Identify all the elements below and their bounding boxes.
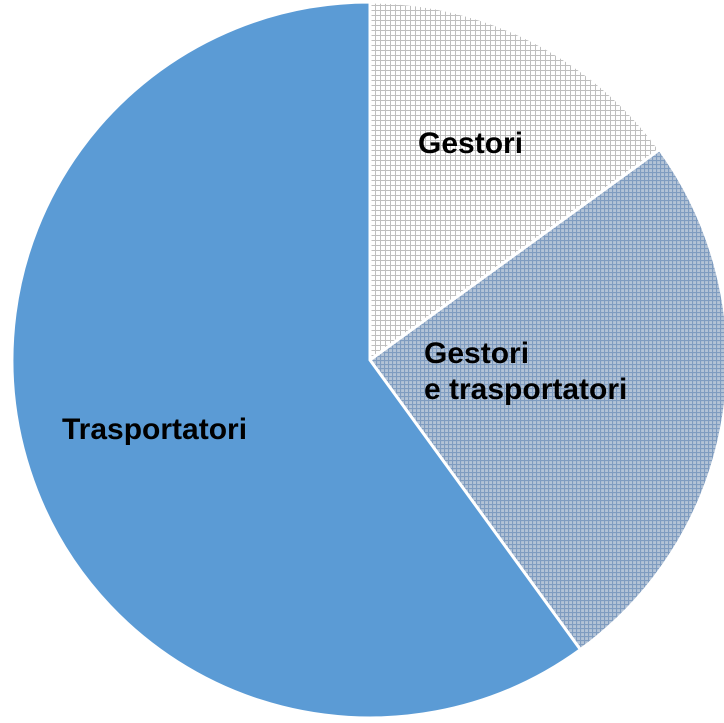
slice-label: Gestori [418, 127, 524, 160]
pie-slice [368, 0, 662, 363]
slice-label: Gestori e trasportatori [424, 337, 628, 406]
pie-slice [10, 0, 583, 720]
slice-label: Trasportatori [62, 413, 248, 446]
